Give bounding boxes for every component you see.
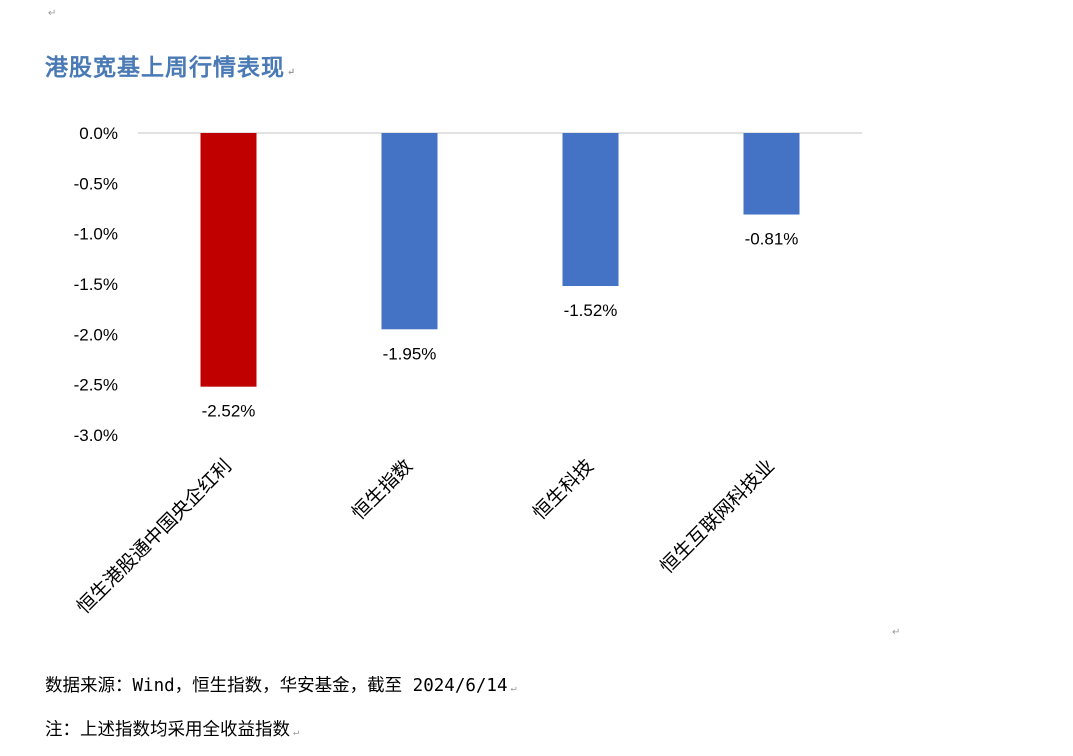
bar xyxy=(200,133,257,387)
category-label: 恒生港股通中国央企红利 xyxy=(73,455,236,618)
index-note: 注：上述指数均采用全收益指数 ↵ xyxy=(45,716,299,741)
source-note-text: 数据来源：Wind，恒生指数，华安基金，截至 2024/6/14 xyxy=(45,676,508,696)
data-label: -0.81% xyxy=(745,230,799,249)
chart-title-text: 港股宽基上周行情表现 xyxy=(45,54,285,81)
category-label: 恒生指数 xyxy=(348,455,417,524)
paragraph-mark: ↵ xyxy=(892,627,901,638)
data-label: -1.52% xyxy=(564,301,618,320)
chart-title: 港股宽基上周行情表现 ↵ xyxy=(45,48,296,82)
paragraph-mark: ↵ xyxy=(293,727,300,738)
y-tick-label: -3.0% xyxy=(74,426,118,445)
y-tick-label: -0.5% xyxy=(74,174,118,193)
y-tick-label: -1.5% xyxy=(74,275,118,294)
bar xyxy=(381,133,438,330)
y-tick-label: -2.5% xyxy=(74,376,118,395)
bar xyxy=(743,133,800,215)
y-tick-label: -2.0% xyxy=(74,325,118,344)
paragraph-mark: ↵ xyxy=(510,683,517,694)
data-label: -2.52% xyxy=(202,402,256,421)
paragraph-mark: ↵ xyxy=(287,67,297,78)
y-tick-label: 0.0% xyxy=(79,124,118,143)
category-label: 恒生互联网科技业 xyxy=(656,455,779,578)
y-tick-label: -1.0% xyxy=(74,225,118,244)
source-note: 数据来源：Wind，恒生指数，华安基金，截至 2024/6/14 ↵ xyxy=(45,672,517,697)
category-label: 恒生科技 xyxy=(529,455,598,524)
data-label: -1.95% xyxy=(383,344,437,363)
bar xyxy=(562,133,619,287)
bar-chart: 0.0% -0.5% -1.0% -1.5% -2.0% -2.5% -3.0% -2.52%… xyxy=(73,124,862,618)
paragraph-mark: ↵ xyxy=(48,8,57,19)
index-note-text: 注：上述指数均采用全收益指数 xyxy=(45,720,290,740)
